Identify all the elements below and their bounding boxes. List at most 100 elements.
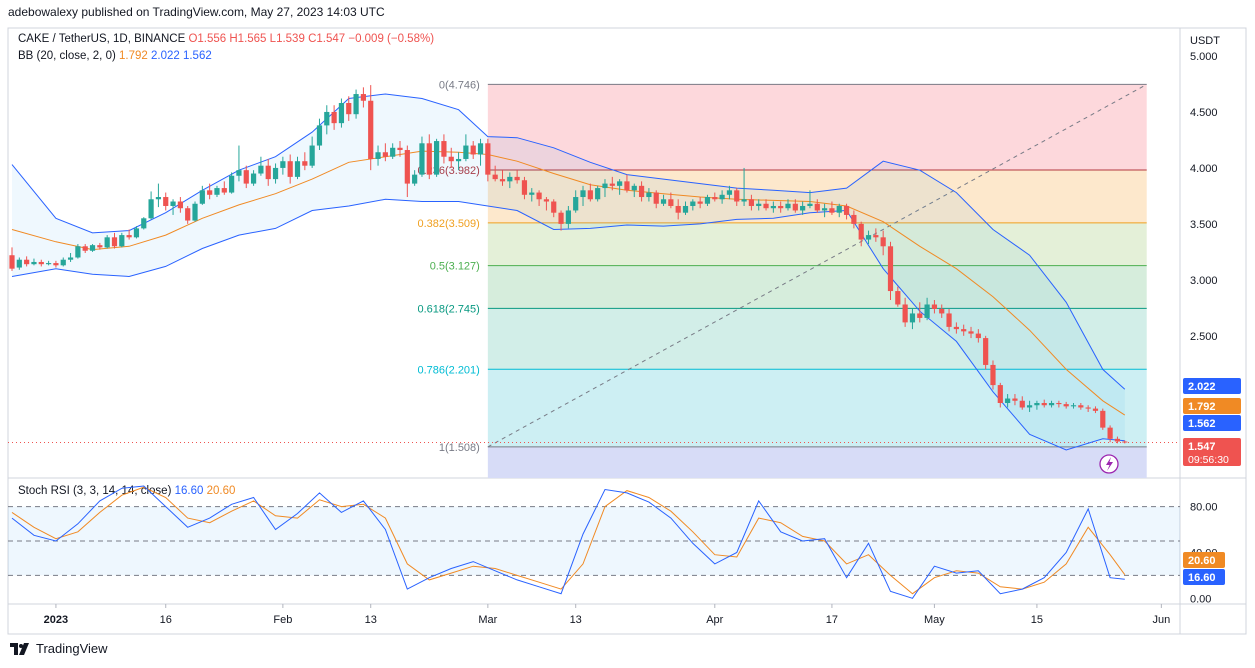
- candle[interactable]: [397, 141, 403, 157]
- candle[interactable]: [865, 230, 872, 245]
- candle[interactable]: [243, 165, 249, 189]
- candle[interactable]: [67, 253, 74, 262]
- candle[interactable]: [602, 179, 608, 198]
- candle[interactable]: [975, 329, 981, 343]
- candle[interactable]: [477, 138, 484, 166]
- candle[interactable]: [1070, 403, 1077, 409]
- candle[interactable]: [880, 230, 886, 256]
- candle[interactable]: [75, 244, 81, 259]
- candle[interactable]: [1100, 408, 1106, 430]
- candle[interactable]: [346, 96, 352, 121]
- candle[interactable]: [470, 141, 476, 159]
- candle[interactable]: [258, 156, 264, 176]
- candle[interactable]: [551, 199, 557, 218]
- candle[interactable]: [939, 304, 945, 318]
- candle[interactable]: [660, 194, 667, 206]
- candle[interactable]: [236, 145, 242, 182]
- candle[interactable]: [961, 324, 967, 336]
- candle[interactable]: [1041, 399, 1047, 408]
- candle[interactable]: [170, 199, 176, 215]
- candle[interactable]: [697, 197, 703, 209]
- candle[interactable]: [280, 156, 286, 175]
- candle[interactable]: [375, 145, 381, 166]
- candle[interactable]: [887, 241, 894, 301]
- candle[interactable]: [1092, 406, 1099, 414]
- candle[interactable]: [1122, 440, 1128, 444]
- candle[interactable]: [990, 360, 996, 390]
- candle[interactable]: [419, 136, 425, 177]
- candle[interactable]: [353, 89, 359, 119]
- candle[interactable]: [1085, 405, 1091, 412]
- candle[interactable]: [514, 170, 520, 184]
- candle[interactable]: [1078, 403, 1084, 410]
- candle[interactable]: [704, 194, 711, 206]
- candle[interactable]: [653, 190, 659, 209]
- candle[interactable]: [646, 188, 652, 202]
- candle[interactable]: [895, 286, 901, 307]
- candle[interactable]: [851, 210, 857, 229]
- candle[interactable]: [536, 190, 542, 206]
- candle[interactable]: [448, 147, 454, 168]
- stoch-legend[interactable]: Stoch RSI (3, 3, 14, 14, close) 16.60 20…: [18, 485, 235, 497]
- candle[interactable]: [917, 302, 923, 323]
- candle[interactable]: [573, 190, 579, 213]
- candle[interactable]: [24, 256, 30, 267]
- candle[interactable]: [46, 260, 52, 266]
- candle[interactable]: [382, 143, 388, 162]
- candle[interactable]: [997, 382, 1003, 408]
- candle[interactable]: [822, 203, 828, 218]
- candle[interactable]: [221, 181, 227, 195]
- candle[interactable]: [250, 170, 257, 186]
- candle[interactable]: [163, 192, 169, 211]
- candle[interactable]: [316, 118, 323, 151]
- candle[interactable]: [265, 158, 271, 186]
- candle[interactable]: [455, 152, 462, 171]
- candle[interactable]: [119, 232, 125, 248]
- candle[interactable]: [770, 201, 776, 213]
- candle[interactable]: [309, 136, 315, 168]
- candle[interactable]: [287, 154, 293, 184]
- candle[interactable]: [690, 199, 696, 211]
- footer-brand[interactable]: TradingView: [10, 641, 108, 656]
- candle[interactable]: [807, 190, 813, 209]
- candle[interactable]: [843, 203, 850, 220]
- candle[interactable]: [587, 183, 593, 202]
- candle[interactable]: [712, 192, 718, 202]
- candle[interactable]: [97, 242, 103, 250]
- candle[interactable]: [829, 201, 835, 215]
- candle[interactable]: [1019, 396, 1025, 410]
- candle[interactable]: [185, 205, 191, 224]
- candle[interactable]: [734, 188, 740, 206]
- candle[interactable]: [521, 176, 528, 200]
- candle[interactable]: [565, 205, 571, 229]
- candle[interactable]: [426, 134, 432, 180]
- candle[interactable]: [177, 197, 183, 213]
- candle[interactable]: [785, 199, 791, 211]
- candle[interactable]: [360, 87, 366, 108]
- candle[interactable]: [748, 194, 754, 211]
- candle[interactable]: [800, 201, 806, 215]
- candle[interactable]: [580, 185, 586, 206]
- candle[interactable]: [338, 98, 345, 128]
- candle[interactable]: [38, 259, 44, 267]
- symbol-title[interactable]: CAKE / TetherUS, 1D, BINANCE: [18, 33, 186, 45]
- candle[interactable]: [404, 145, 410, 198]
- candle[interactable]: [463, 134, 469, 162]
- candle[interactable]: [434, 138, 440, 177]
- candle[interactable]: [126, 229, 132, 240]
- candle[interactable]: [1048, 400, 1055, 408]
- candle[interactable]: [595, 185, 601, 202]
- candle[interactable]: [792, 199, 798, 213]
- candle[interactable]: [441, 134, 447, 164]
- candle[interactable]: [331, 105, 337, 130]
- candle[interactable]: [983, 335, 989, 370]
- candle[interactable]: [192, 201, 198, 222]
- candle[interactable]: [1034, 400, 1040, 410]
- candle[interactable]: [726, 185, 733, 200]
- candle[interactable]: [9, 247, 15, 271]
- candle[interactable]: [763, 199, 769, 211]
- candle[interactable]: [873, 228, 879, 242]
- candle[interactable]: [924, 297, 930, 321]
- candle[interactable]: [638, 181, 645, 202]
